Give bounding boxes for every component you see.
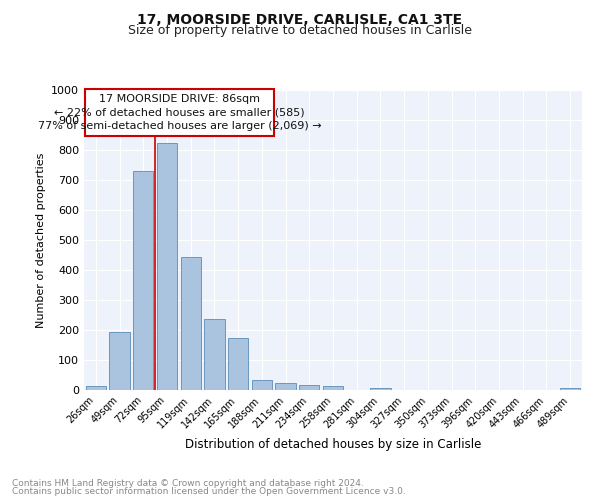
Text: ← 22% of detached houses are smaller (585): ← 22% of detached houses are smaller (58… [54, 108, 305, 118]
Bar [181, 256, 201, 390]
Bar [86, 386, 106, 390]
Text: 17, MOORSIDE DRIVE, CARLISLE, CA1 3TE: 17, MOORSIDE DRIVE, CARLISLE, CA1 3TE [137, 12, 463, 26]
Bar [109, 332, 130, 390]
Bar [323, 386, 343, 390]
Text: 77% of semi-detached houses are larger (2,069) →: 77% of semi-detached houses are larger (… [38, 121, 321, 131]
Bar [560, 388, 580, 390]
Bar [370, 388, 391, 390]
Text: Size of property relative to detached houses in Carlisle: Size of property relative to detached ho… [128, 24, 472, 37]
FancyBboxPatch shape [85, 90, 274, 136]
Text: 17 MOORSIDE DRIVE: 86sqm: 17 MOORSIDE DRIVE: 86sqm [99, 94, 260, 104]
Text: Contains HM Land Registry data © Crown copyright and database right 2024.: Contains HM Land Registry data © Crown c… [12, 478, 364, 488]
Bar [299, 384, 319, 390]
Bar [275, 384, 296, 390]
X-axis label: Distribution of detached houses by size in Carlisle: Distribution of detached houses by size … [185, 438, 481, 451]
Bar [252, 380, 272, 390]
Bar [133, 171, 154, 390]
Bar [205, 318, 224, 390]
Text: Contains public sector information licensed under the Open Government Licence v3: Contains public sector information licen… [12, 487, 406, 496]
Y-axis label: Number of detached properties: Number of detached properties [35, 152, 46, 328]
Bar [157, 142, 177, 390]
Bar [228, 338, 248, 390]
